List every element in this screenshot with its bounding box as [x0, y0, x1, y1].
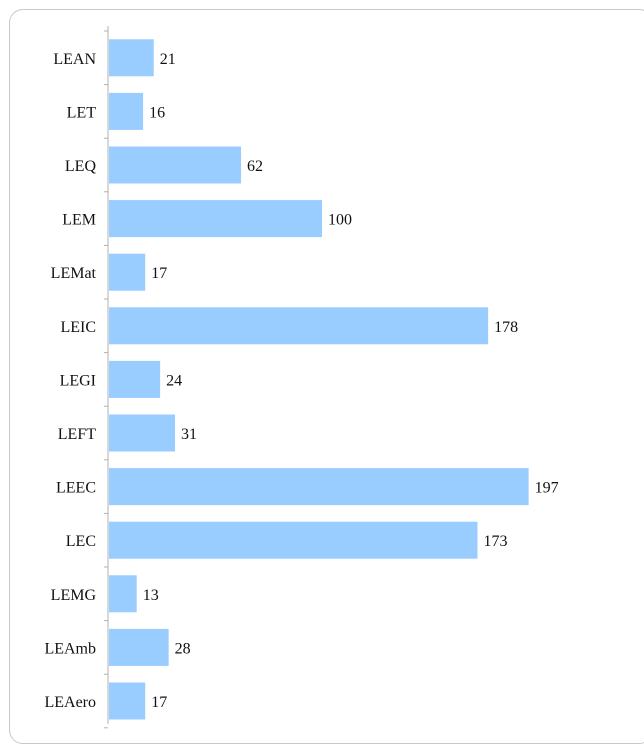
value-label-leamb: 28: [175, 640, 191, 657]
bar-left: [109, 414, 176, 452]
bar-leq: [109, 146, 242, 184]
value-label-leic: 178: [494, 319, 518, 336]
bar-leamb: [109, 628, 169, 666]
category-label-leq: LEQ: [65, 158, 97, 175]
value-label-left: 31: [181, 426, 197, 443]
category-label-lemg: LEMG: [51, 587, 97, 604]
category-label-leec: LEEC: [56, 480, 96, 497]
bar-leaero: [109, 682, 146, 720]
bar-lemg: [109, 575, 137, 613]
category-label-legi: LEGI: [60, 372, 96, 389]
value-label-leaero: 17: [151, 694, 167, 711]
category-label-leaero: LEAero: [44, 694, 96, 711]
category-label-lemat: LEMat: [51, 265, 97, 282]
value-label-lemg: 13: [143, 587, 159, 604]
bar-leec: [109, 468, 529, 506]
bar-lec: [109, 521, 478, 559]
bar-lemat: [109, 253, 146, 291]
category-label-left: LEFT: [58, 426, 96, 443]
bar-let: [109, 92, 144, 130]
category-label-lean: LEAN: [53, 51, 96, 68]
value-label-lem: 100: [328, 212, 352, 229]
value-label-leec: 197: [535, 480, 559, 497]
value-label-lemat: 17: [151, 265, 167, 282]
category-label-leic: LEIC: [60, 319, 96, 336]
category-label-lec: LEC: [66, 533, 96, 550]
value-label-lean: 21: [160, 51, 176, 68]
value-label-leq: 62: [247, 158, 263, 175]
value-label-let: 16: [149, 104, 165, 121]
category-label-let: LET: [67, 104, 97, 121]
bar-leic: [109, 307, 489, 345]
category-label-lem: LEM: [62, 212, 96, 229]
bar-lean: [109, 39, 154, 77]
category-label-leamb: LEAmb: [44, 640, 96, 657]
bar-lem: [109, 200, 322, 238]
bar-legi: [109, 360, 161, 398]
value-label-lec: 173: [483, 533, 507, 550]
value-label-legi: 24: [166, 372, 182, 389]
